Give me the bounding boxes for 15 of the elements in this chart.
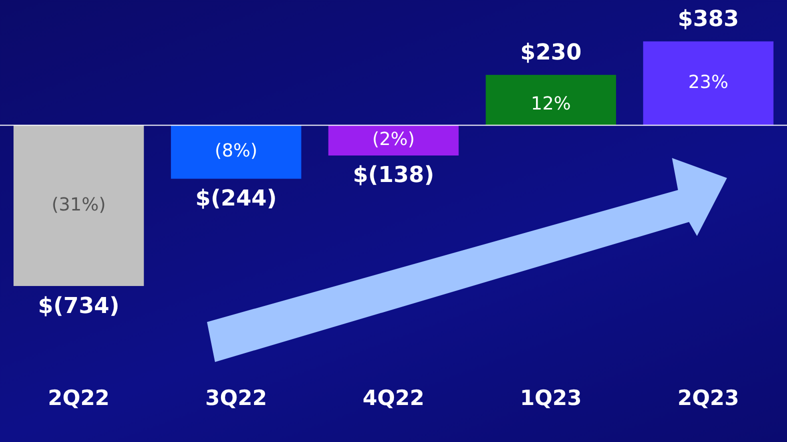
data-label: $383 bbox=[678, 7, 739, 32]
annotation: 12% bbox=[530, 94, 571, 115]
x-tick-label: 2Q23 bbox=[677, 386, 740, 410]
annotation: 23% bbox=[688, 72, 728, 93]
annotation: (8%) bbox=[214, 140, 258, 162]
data-label: $(138) bbox=[352, 163, 434, 188]
data-label: $(244) bbox=[195, 186, 277, 212]
x-tick-label: 1Q23 bbox=[520, 386, 582, 410]
x-tick-label: 3Q22 bbox=[205, 386, 267, 410]
x-tick-label: 2Q22 bbox=[48, 386, 110, 410]
annotation: (2%) bbox=[372, 129, 415, 150]
x-tick-label: 4Q22 bbox=[362, 386, 424, 410]
data-label: $(734) bbox=[38, 294, 120, 319]
annotation: (31%) bbox=[52, 194, 106, 216]
data-label: $230 bbox=[520, 40, 582, 66]
